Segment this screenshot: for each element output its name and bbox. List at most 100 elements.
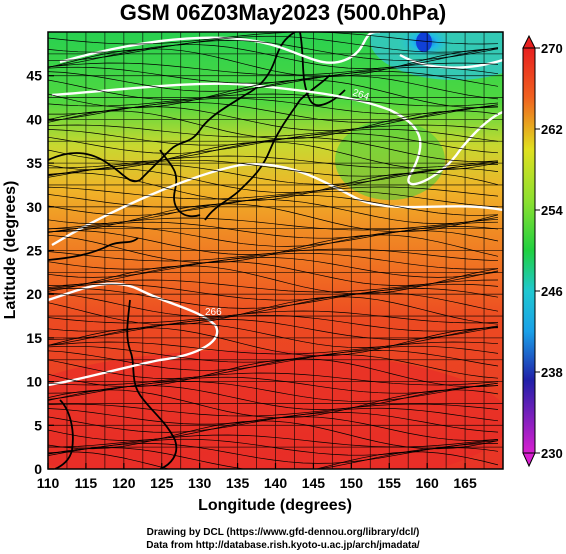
streamline	[48, 451, 499, 469]
streamline	[48, 252, 499, 270]
colorbar-tick-label: 262	[541, 122, 563, 137]
streamline	[48, 66, 499, 84]
x-tick-label: 165	[453, 475, 477, 491]
streamlines	[48, 32, 499, 469]
colorbar-scale	[522, 47, 536, 454]
streamline	[48, 288, 499, 309]
x-tick-label: 125	[150, 475, 174, 491]
credit-drawing: Drawing by DCL (https://www.gfd-dennou.o…	[146, 527, 420, 538]
philippines-coast	[126, 299, 178, 469]
streamline	[48, 248, 499, 262]
contours	[48, 32, 503, 387]
low-core	[416, 32, 432, 52]
streamline	[48, 447, 499, 469]
streamline	[48, 110, 499, 140]
y-tick-label: 25	[26, 243, 42, 259]
streamline	[48, 412, 499, 433]
colorbar-tick-label: 270	[541, 41, 563, 56]
streamline	[48, 403, 499, 417]
china-south-coast	[48, 237, 139, 261]
colorbar-tick-label: 238	[541, 365, 563, 380]
streamline	[48, 389, 499, 419]
streamline	[48, 283, 499, 301]
streamline	[48, 381, 499, 402]
x-tick-label: 130	[188, 475, 212, 491]
colorbar: 270 262 254 246 238 230	[522, 34, 563, 468]
streamline	[48, 341, 499, 355]
contour-label: 266	[205, 307, 222, 318]
streamline	[48, 186, 499, 200]
contour-line	[51, 163, 503, 247]
streamline	[48, 279, 499, 293]
streamline	[48, 358, 499, 388]
streamline	[48, 141, 499, 171]
x-axis: 110 115 120 125 130 135 140 145 150 155 160 165	[37, 463, 477, 491]
streamline	[48, 124, 499, 138]
y-tick-label: 10	[26, 374, 42, 390]
streamline	[48, 443, 498, 464]
contour-line	[59, 32, 380, 64]
y-tick-label: 45	[26, 68, 42, 84]
colorbar-top-arrow	[522, 34, 536, 49]
streamline	[48, 314, 499, 332]
streamline	[48, 350, 499, 371]
y-tick-label: 40	[26, 111, 42, 127]
y-tick-label: 15	[26, 330, 42, 346]
x-tick-label: 120	[112, 475, 136, 491]
x-tick-label: 110	[37, 475, 60, 491]
lat-lon-grid	[48, 32, 503, 469]
y-axis-label: Latitude (degrees)	[2, 181, 19, 320]
colorbar-tick-label: 254	[541, 203, 563, 218]
streamline	[48, 434, 499, 448]
y-tick-label: 20	[26, 286, 42, 302]
streamline	[48, 292, 499, 317]
streamline	[48, 106, 499, 131]
streamline	[48, 265, 499, 295]
streamline	[48, 296, 499, 326]
streamline	[48, 44, 499, 69]
streamline	[48, 168, 499, 193]
contour-line	[51, 82, 503, 186]
streamline	[48, 32, 499, 45]
streamline	[48, 128, 499, 146]
contour-line	[399, 53, 503, 69]
credit-data: Data from http://database.rish.kyoto-u.a…	[146, 540, 420, 551]
y-tick-label: 5	[34, 417, 42, 433]
colorbar-tick-label: 230	[541, 446, 563, 461]
streamline	[48, 385, 499, 410]
credits: Drawing by DCL (https://www.gfd-dennou.o…	[0, 526, 566, 552]
streamline	[48, 354, 499, 379]
y-axis: 0 5 10 15 20 25 30 35 40 45	[26, 68, 54, 477]
streamline	[48, 75, 499, 100]
map-title: GSM 06Z03May2023 (500.0hPa)	[119, 0, 447, 25]
y-tick-label: 35	[26, 155, 42, 171]
streamline	[48, 35, 499, 53]
colorbar-labels: 270 262 254 246 238 230	[535, 41, 563, 461]
streamline	[48, 327, 499, 357]
x-tick-label: 135	[226, 475, 250, 491]
streamline	[48, 372, 499, 386]
streamline	[48, 310, 499, 324]
streamline	[48, 217, 499, 231]
streamline	[48, 257, 499, 278]
streamline	[48, 195, 499, 216]
streamline	[48, 71, 499, 92]
sakhalin-coast	[299, 32, 346, 107]
streamline	[48, 234, 499, 264]
x-tick-label: 155	[378, 475, 402, 491]
plot-area: 264 266	[48, 32, 503, 469]
x-tick-label: 150	[340, 475, 364, 491]
contour-label: 264	[351, 87, 371, 103]
y-tick-label: 30	[26, 199, 42, 215]
y-tick-label: 0	[34, 461, 42, 477]
x-axis-label: Longitude (degrees)	[198, 497, 352, 514]
colorbar-tick-label: 246	[541, 284, 563, 299]
streamline	[48, 416, 499, 441]
streamline	[48, 323, 499, 348]
x-tick-label: 145	[302, 475, 326, 491]
streamline	[48, 93, 499, 107]
streamline	[48, 155, 499, 169]
colorbar-bottom-arrow	[522, 452, 536, 468]
streamline	[48, 226, 499, 247]
